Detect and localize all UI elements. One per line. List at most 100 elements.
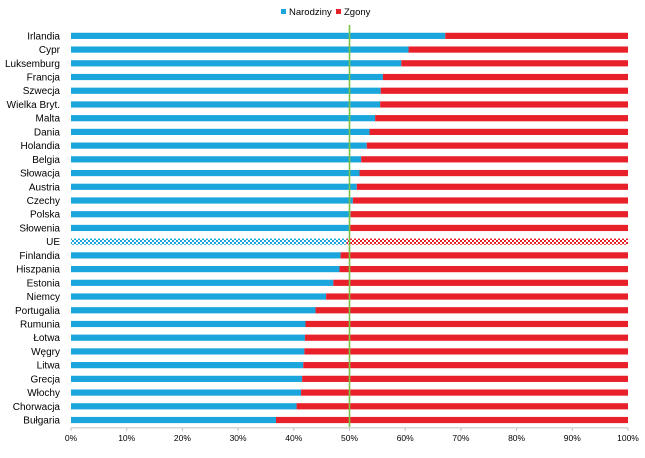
bar-segment-zgony (366, 142, 628, 149)
bar-segment-zgony (380, 101, 628, 108)
category-label: Irlandia (27, 31, 60, 42)
category-label: Wielka Bryt. (7, 100, 60, 111)
legend-swatch-series-0 (281, 9, 286, 14)
category-label: Luksemburg (5, 59, 60, 70)
bar-segment-zgony (302, 375, 628, 382)
bar-segment-zgony (375, 115, 628, 122)
category-label: Włochy (27, 388, 60, 399)
bar-segment-zgony (408, 46, 628, 53)
bar-segment-narodziny (71, 266, 340, 273)
bar-segment-zgony (356, 183, 628, 190)
bar-segment-zgony (346, 238, 628, 245)
x-tick-label: 10% (118, 433, 135, 443)
category-label: Holandia (21, 141, 61, 152)
x-tick-label: 40% (285, 433, 302, 443)
bar-segment-zgony (369, 128, 628, 135)
bar-segment-zgony (339, 266, 628, 273)
category-label: Słowenia (19, 223, 60, 234)
bar-segment-zgony (352, 197, 628, 204)
bar-segment-narodziny (71, 293, 327, 300)
bar-segment-narodziny (71, 197, 353, 204)
bar-segment-narodziny (71, 238, 347, 245)
category-label: Hiszpania (16, 265, 60, 276)
plot-area: Irlandia Cypr Luksemburg Francja Szwecja Wiel… (5, 25, 628, 427)
bar-segment-narodziny (71, 101, 381, 108)
bar-segment-zgony (350, 224, 628, 232)
bar-segment-narodziny (71, 389, 302, 396)
x-tick-label: 100% (617, 433, 639, 443)
bar-segment-narodziny (71, 46, 409, 53)
x-tick-label: 30% (230, 433, 247, 443)
category-label: Litwa (37, 361, 61, 372)
x-tick-label: 80% (508, 433, 525, 443)
category-label: Szwecja (23, 86, 61, 97)
bar-segment-narodziny (71, 211, 351, 218)
bar-segment-narodziny (71, 73, 383, 81)
bar-segment-zgony (350, 211, 628, 218)
bar-segment-zgony (333, 279, 628, 286)
category-label: Łotwa (33, 333, 60, 344)
bar-segment-narodziny (71, 60, 402, 67)
category-label: Austria (29, 182, 61, 193)
bar-segment-narodziny (71, 320, 306, 328)
bar-segment-narodziny (71, 307, 316, 314)
bar-segment-zgony (326, 293, 628, 300)
bar-segment-narodziny (71, 169, 360, 177)
legend: Narodziny Zgony (281, 7, 371, 18)
category-label: Węgry (31, 347, 60, 358)
category-label: Dania (34, 127, 61, 138)
bar-segment-narodziny (71, 416, 276, 424)
category-label: Grecja (31, 374, 61, 385)
category-label: Estonia (27, 278, 61, 289)
bar-segment-narodziny (71, 87, 381, 94)
bar-segment-narodziny (71, 128, 370, 135)
bar-segment-zgony (359, 169, 628, 177)
bar-segment-zgony (275, 416, 628, 424)
bar-segment-narodziny (71, 115, 376, 122)
bar-segment-narodziny (71, 348, 305, 355)
category-label: Malta (36, 114, 61, 125)
bar-segment-zgony (301, 389, 628, 396)
bar-segment-narodziny (71, 252, 341, 259)
x-tick-label: 70% (452, 433, 469, 443)
category-label: Chorwacja (13, 402, 61, 413)
category-label: Bułgaria (23, 416, 60, 427)
bar-segment-narodziny (71, 279, 334, 286)
bar-segment-zgony (296, 403, 628, 410)
x-tick-label: 60% (397, 433, 414, 443)
bar-segment-narodziny (71, 32, 446, 39)
bar-segment-zgony (315, 307, 628, 314)
bar-segment-zgony (304, 334, 628, 341)
bar-segment-zgony (340, 252, 628, 259)
category-label: Belgia (32, 155, 60, 166)
bar-segment-narodziny (71, 375, 303, 382)
x-axis: 0% 10% 20% 30% 40% 50% 60% 70% 80% 90% 100% (65, 427, 639, 443)
x-tick-label: 50% (341, 433, 358, 443)
x-tick-label: 20% (174, 433, 191, 443)
bar-segment-zgony (380, 87, 628, 94)
category-label: Portugalia (15, 306, 60, 317)
bar-segment-narodziny (71, 403, 297, 410)
bar-segment-zgony (445, 32, 628, 39)
category-label: Rumunia (20, 319, 60, 330)
category-label: Słowacja (20, 169, 60, 180)
bar-segment-zgony (382, 73, 628, 81)
category-label: Polska (30, 210, 60, 221)
category-label: Finlandia (19, 251, 60, 262)
bar-segment-zgony (305, 320, 628, 328)
legend-swatch-series-1 (336, 9, 341, 14)
bar-segment-narodziny (71, 334, 305, 341)
bar-segment-narodziny (71, 156, 362, 163)
bar-segment-narodziny (71, 224, 351, 232)
bar-segment-narodziny (71, 362, 304, 369)
x-tick-label: 0% (65, 433, 78, 443)
bar-segment-narodziny (71, 142, 367, 149)
legend-label-series-1: Zgony (344, 7, 371, 18)
bar-segment-zgony (401, 60, 628, 67)
bar-segment-zgony (304, 348, 628, 355)
legend-label-series-0: Narodziny (289, 7, 332, 18)
category-label: Francja (27, 73, 61, 84)
bar-segment-narodziny (71, 183, 357, 190)
bar-segment-zgony (361, 156, 628, 163)
